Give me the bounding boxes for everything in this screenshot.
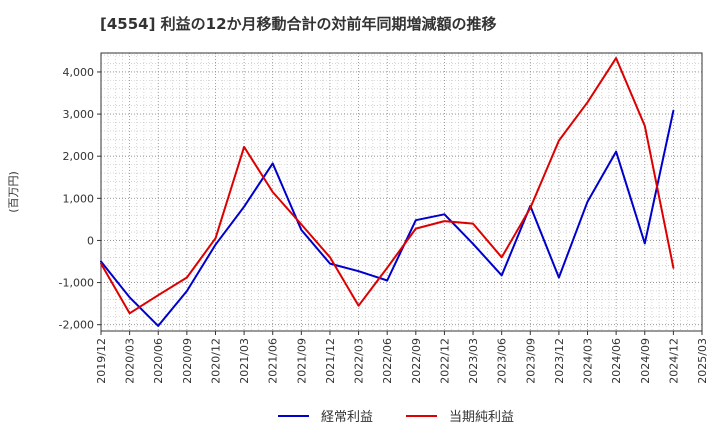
x-tick-label: 2021/03	[238, 338, 251, 384]
y-tick-label: 0	[87, 234, 94, 247]
legend-label-1: 経常利益	[321, 410, 373, 425]
y-tick-label: -2,000	[59, 319, 94, 332]
x-tick-label: 2024/09	[639, 338, 652, 384]
plot-border	[100, 52, 703, 332]
x-tick-label: 2021/09	[295, 338, 308, 384]
chart-title: [4554] 利益の12か月移動合計の対前年同期増減額の推移	[100, 15, 497, 33]
x-tick-label: 2023/06	[496, 338, 509, 384]
series-line-1	[100, 109, 675, 327]
x-tick-label: 2022/12	[438, 338, 451, 384]
x-tick-label: 2025/03	[696, 338, 709, 384]
x-tick-label: 2021/12	[324, 338, 337, 384]
x-tick-label: 2022/09	[410, 338, 423, 384]
y-axis-title: (百万円)	[7, 171, 20, 213]
x-tick-label: 2020/12	[209, 338, 222, 384]
x-tick-label: 2024/06	[610, 338, 623, 384]
x-tick-label: 2024/03	[582, 338, 595, 384]
x-tick-label: 2024/12	[667, 338, 680, 384]
x-tick-label: 2020/06	[152, 338, 165, 384]
x-tick-label: 2022/06	[381, 338, 394, 384]
x-tick-label: 2023/12	[553, 338, 566, 384]
x-tick-label: 2023/03	[467, 338, 480, 384]
legend-label-2: 当期純利益	[449, 410, 514, 425]
x-tick-label: 2019/12	[95, 338, 108, 384]
x-tick-label: 2020/09	[181, 338, 194, 384]
x-tick-label: 2020/03	[124, 338, 137, 384]
series-line-2	[100, 57, 675, 315]
y-tick-label: 3,000	[63, 108, 95, 121]
y-tick-label: 4,000	[63, 66, 95, 79]
x-tick-label: 2022/03	[353, 338, 366, 384]
y-tick-label: 1,000	[63, 192, 95, 205]
x-tick-label: 2021/06	[267, 338, 280, 384]
y-tick-label: 2,000	[63, 150, 95, 163]
y-tick-label: -1,000	[59, 277, 94, 290]
x-tick-label: 2023/09	[524, 338, 537, 384]
